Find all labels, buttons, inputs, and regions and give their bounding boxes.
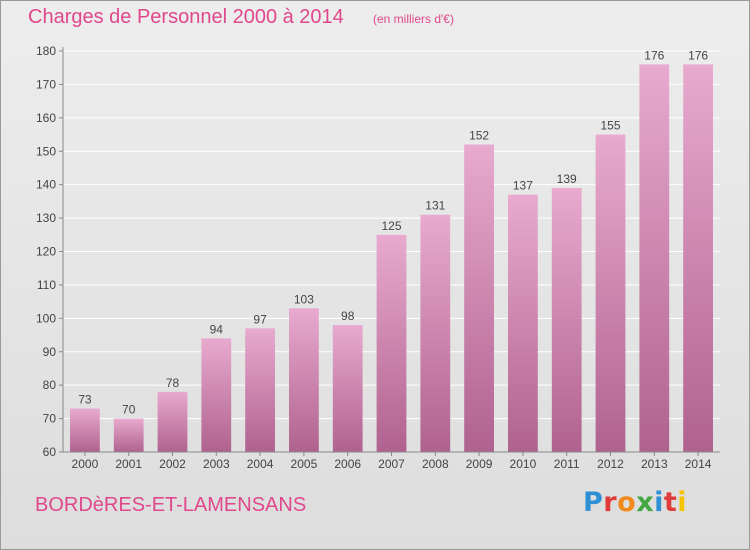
bar — [113, 418, 144, 452]
y-tick-label: 140 — [36, 178, 56, 192]
bar — [245, 328, 275, 452]
brand-letter: P — [583, 487, 604, 518]
brand-letter: o — [617, 487, 637, 518]
brand-letter: r — [603, 487, 618, 518]
brand-letter: t — [663, 487, 678, 518]
bar — [508, 194, 538, 453]
brand-letter: i — [677, 487, 688, 518]
data-label: 70 — [122, 403, 136, 417]
data-label: 103 — [294, 292, 314, 306]
y-tick-label: 160 — [36, 111, 56, 125]
x-tick-label: 2007 — [378, 457, 405, 471]
proxiti-logo: Proxiti — [583, 487, 687, 518]
data-label: 78 — [166, 376, 180, 390]
y-tick-label: 120 — [36, 245, 56, 259]
bar — [551, 188, 582, 452]
bars — [70, 64, 713, 453]
x-tick-label: 2006 — [334, 457, 361, 471]
x-tick-label: 2000 — [72, 457, 99, 471]
commune-name: BORDèRES-ET-LAMENSANS — [35, 494, 307, 516]
data-labels: 73 70 78 94 97 103 98 125 131 152 137 139 155 176 176 — [78, 48, 708, 416]
x-tick-label: 2003 — [203, 457, 230, 471]
bar — [289, 308, 319, 452]
y-tick-label: 80 — [43, 378, 57, 392]
data-label: 125 — [381, 219, 401, 233]
y-tick-label: 180 — [36, 44, 56, 58]
chart-subtitle: (en milliers d'€) — [373, 12, 454, 26]
x-tick-label: 2001 — [115, 457, 142, 471]
x-tick-label: 2014 — [685, 457, 712, 471]
x-tick-label: 2008 — [422, 457, 449, 471]
bar — [420, 214, 451, 452]
bar — [464, 144, 494, 453]
y-tick-label: 150 — [36, 144, 56, 158]
data-label: 97 — [253, 312, 267, 326]
brand-letter: x — [636, 487, 655, 518]
data-label: 155 — [600, 119, 620, 133]
bar — [595, 134, 626, 452]
data-label: 137 — [513, 179, 533, 193]
data-label: 176 — [644, 48, 664, 62]
data-label: 139 — [557, 172, 577, 186]
bar — [376, 234, 407, 452]
x-tick-label: 2009 — [466, 457, 493, 471]
x-tick-label: 2011 — [554, 457, 580, 471]
x-tick-label: 2012 — [597, 457, 624, 471]
bar — [201, 338, 232, 452]
bar — [332, 325, 363, 452]
data-label: 176 — [688, 48, 708, 62]
bar — [639, 64, 670, 452]
x-tick-label: 2013 — [641, 457, 668, 471]
bar — [157, 391, 188, 452]
data-label: 131 — [425, 199, 445, 213]
y-tick-label: 100 — [36, 311, 56, 325]
bar — [683, 64, 713, 452]
data-label: 152 — [469, 129, 489, 143]
bar — [70, 408, 100, 452]
y-tick-label: 70 — [43, 412, 57, 426]
data-label: 73 — [78, 393, 92, 407]
x-tick-label: 2002 — [159, 457, 186, 471]
data-label: 94 — [210, 322, 224, 336]
brand-letter: i — [654, 487, 664, 518]
axes: 60 70 80 90 100 110 120 130 140 150 160 170 180 2000 2… — [36, 44, 720, 471]
chart-title: Charges de Personnel 2000 à 2014 — [28, 6, 344, 28]
y-tick-label: 170 — [36, 77, 56, 91]
y-tick-label: 110 — [37, 278, 56, 292]
data-label: 98 — [341, 309, 355, 323]
x-tick-label: 2005 — [291, 457, 318, 471]
y-tick-label: 130 — [36, 211, 56, 225]
y-tick-label: 60 — [43, 445, 57, 459]
x-tick-label: 2010 — [510, 457, 537, 471]
y-tick-label: 90 — [43, 345, 57, 359]
x-tick-label: 2004 — [247, 457, 274, 471]
